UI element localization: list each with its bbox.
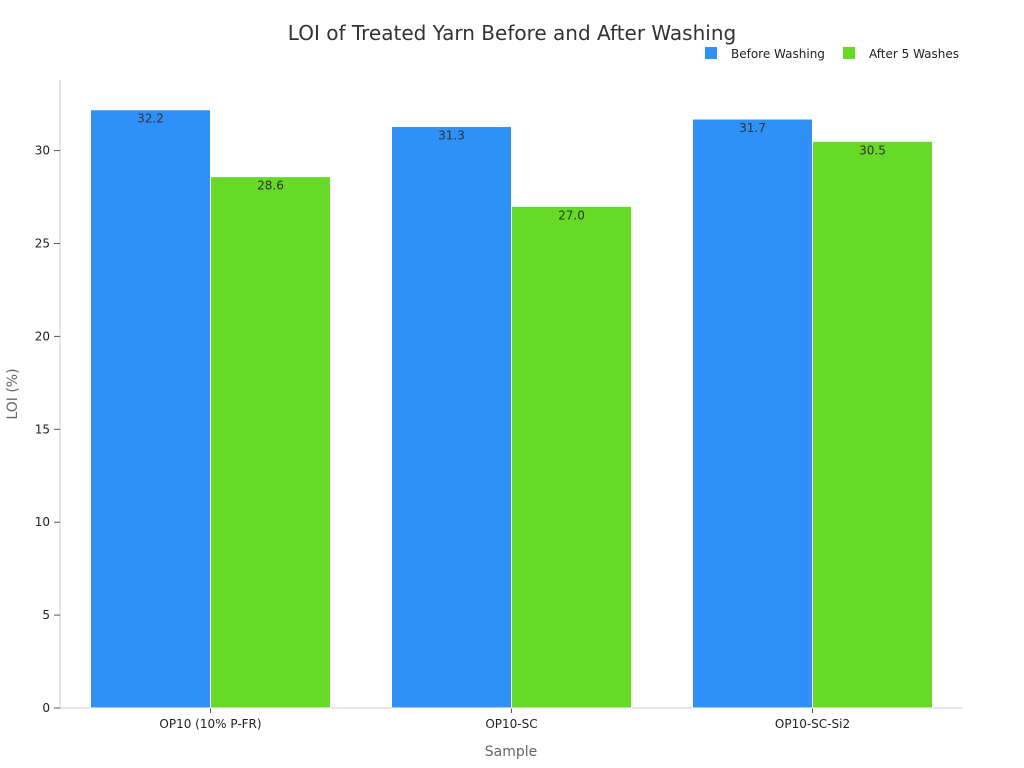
legend-swatch [705, 47, 717, 59]
data-labels: 32.2 28.6 31.3 27.0 31.7 30.5 [137, 112, 886, 223]
y-axis: 0 5 10 15 20 25 30 [35, 80, 61, 715]
legend-swatch [843, 47, 855, 59]
bar [812, 140, 933, 709]
data-label: 31.3 [438, 128, 465, 142]
bar [391, 125, 512, 709]
y-axis-label: LOI (%) [5, 368, 21, 419]
legend-label: After 5 Washes [869, 47, 959, 61]
data-label: 30.5 [859, 143, 886, 157]
legend-label: Before Washing [731, 47, 825, 61]
y-tick-label: 30 [35, 144, 50, 158]
y-tick-label: 0 [42, 701, 50, 715]
data-label: 28.6 [257, 179, 284, 193]
y-tick-label: 10 [35, 515, 50, 529]
x-axis-label: Sample [485, 744, 538, 760]
x-axis: OP10 (10% P-FR) OP10-SC OP10-SC-Si2 [60, 707, 963, 731]
bar [210, 176, 331, 709]
y-tick-label: 25 [35, 237, 50, 251]
chart-title: LOI of Treated Yarn Before and After Was… [288, 21, 736, 45]
data-label: 27.0 [558, 208, 585, 222]
bars [90, 109, 933, 709]
data-label: 31.7 [739, 121, 766, 135]
x-tick-label: OP10-SC-Si2 [775, 717, 850, 731]
legend: Before Washing After 5 Washes [705, 47, 959, 61]
x-tick-label: OP10 (10% P-FR) [159, 717, 261, 731]
bar [692, 118, 813, 709]
bar [511, 205, 632, 709]
y-tick-label: 15 [35, 422, 50, 436]
bar [90, 109, 211, 709]
y-tick-label: 5 [42, 608, 50, 622]
data-label: 32.2 [137, 112, 164, 126]
x-tick-label: OP10-SC [485, 717, 537, 731]
y-tick-label: 20 [35, 329, 50, 343]
